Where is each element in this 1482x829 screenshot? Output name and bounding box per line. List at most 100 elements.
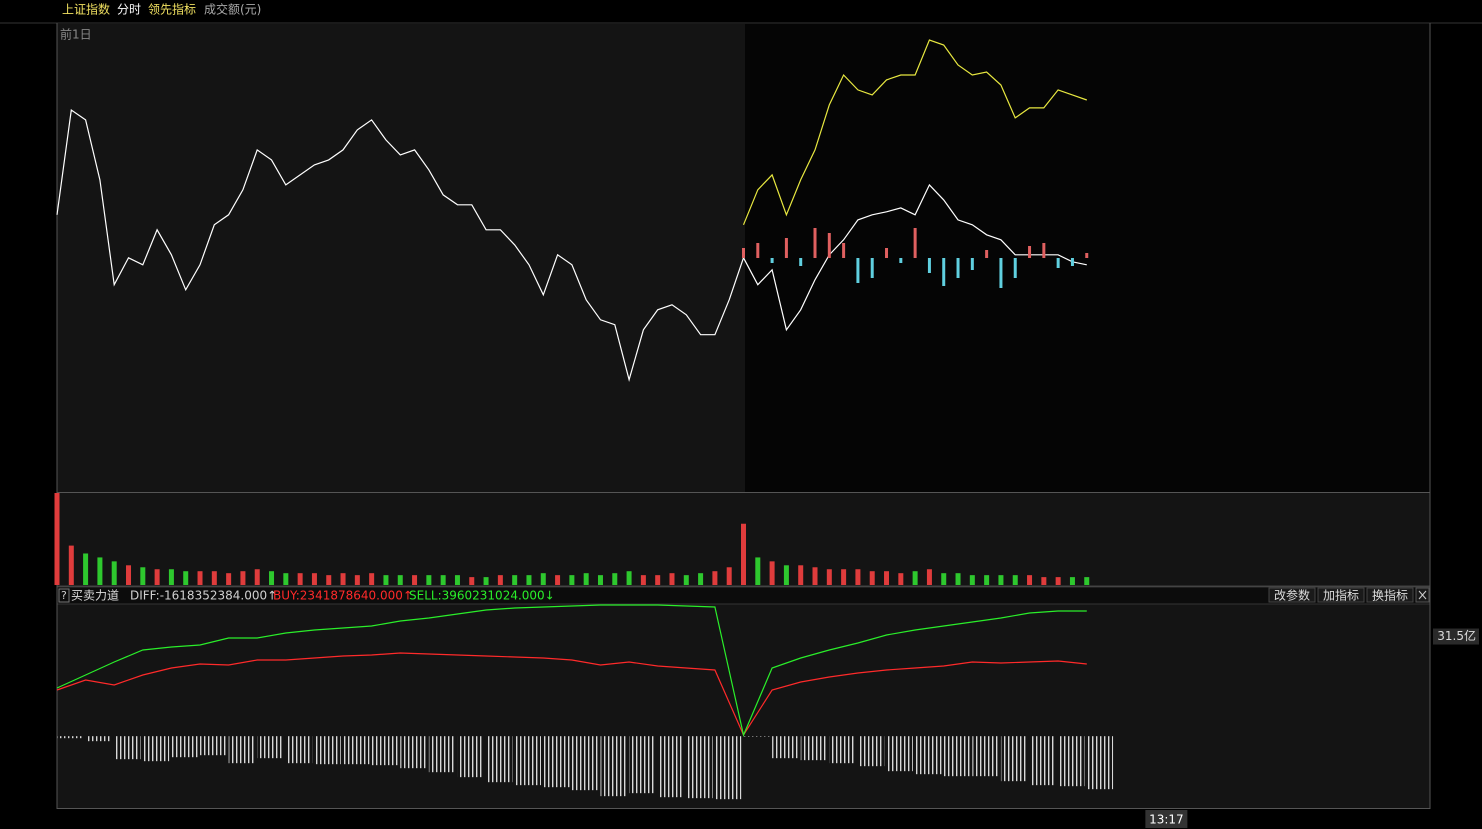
button[interactable]: 换指标 (1372, 588, 1408, 603)
bar (798, 565, 804, 585)
bar (842, 243, 846, 258)
bar (540, 573, 546, 585)
bar (311, 573, 317, 585)
line (56, 652, 1087, 737)
bar (683, 575, 689, 585)
bar (870, 258, 874, 278)
bar (200, 736, 227, 756)
bar (1027, 575, 1033, 585)
bar (942, 258, 946, 286)
bar (369, 573, 375, 585)
bar (999, 258, 1003, 288)
bar (97, 557, 103, 585)
bar (254, 569, 260, 585)
bar (154, 569, 160, 585)
bar (629, 736, 656, 794)
bar (841, 569, 847, 585)
bar (412, 575, 418, 585)
bar (1028, 246, 1032, 258)
legend-entry: 上证指数 (62, 2, 110, 17)
bar (943, 736, 971, 777)
bar (326, 575, 332, 585)
unit-label: 成交额(元) (204, 2, 261, 17)
bar (140, 567, 146, 585)
line (56, 604, 1087, 737)
bar (970, 258, 974, 270)
bar (486, 736, 513, 783)
bar (826, 569, 832, 585)
bar (428, 736, 456, 773)
bar (912, 571, 918, 585)
bar (543, 736, 570, 788)
bar (228, 736, 255, 764)
bar (512, 575, 518, 585)
bar (126, 565, 132, 585)
button-box[interactable] (1317, 587, 1365, 603)
button[interactable]: 改参数 (1274, 588, 1310, 603)
bar (956, 258, 960, 278)
cursor-value-box (1433, 628, 1479, 645)
bar (898, 573, 904, 585)
bar (985, 250, 989, 258)
bar (899, 258, 903, 263)
bar (756, 243, 760, 258)
bar (640, 575, 646, 585)
bar (913, 228, 917, 258)
line (56, 108, 1087, 382)
bar (1069, 577, 1075, 585)
bar (597, 575, 603, 585)
bar (240, 571, 246, 585)
help-icon[interactable] (58, 588, 70, 603)
bar (969, 575, 975, 585)
bar (783, 565, 789, 585)
button-box[interactable] (1366, 587, 1414, 603)
indicator-area (57, 604, 1430, 808)
close-button[interactable] (1415, 587, 1430, 603)
bar (85, 736, 112, 742)
indicator-title: 买卖力道 (71, 589, 119, 603)
bar (829, 736, 856, 764)
bar (626, 571, 632, 585)
bar (1056, 258, 1060, 268)
bar (269, 571, 275, 585)
bar (657, 736, 685, 798)
bar (142, 736, 170, 762)
bar (285, 736, 313, 764)
button-box[interactable] (1268, 587, 1316, 603)
bar (571, 736, 599, 791)
bar (856, 258, 860, 283)
cursor-time-label: 13:17 (1149, 813, 1184, 827)
bar (400, 736, 427, 769)
bar (483, 577, 489, 585)
legend-entry: BUY:2341878640.000↑ (273, 589, 413, 603)
bar (827, 233, 831, 258)
bar (984, 575, 990, 585)
bar (813, 228, 817, 258)
bar (457, 736, 484, 778)
bar (741, 523, 746, 585)
bar (686, 736, 713, 799)
bar (83, 553, 89, 585)
bar (972, 736, 999, 777)
bar (1085, 253, 1089, 258)
bar (884, 571, 890, 585)
button[interactable]: 加指标 (1323, 588, 1359, 603)
bar (297, 573, 303, 585)
bar (1012, 575, 1018, 585)
bar (784, 238, 788, 258)
bar (211, 571, 217, 585)
legend-entry: DIFF:-1618352384.000↑ (130, 589, 277, 603)
close-cross[interactable] (1418, 590, 1427, 600)
bar (799, 258, 803, 266)
bar (712, 571, 718, 585)
bar (857, 736, 885, 767)
bar (1000, 736, 1028, 782)
bar (111, 561, 117, 585)
bar (54, 493, 60, 585)
bar (283, 573, 289, 585)
bar (426, 575, 432, 585)
bar (915, 736, 942, 775)
help-mark[interactable]: ? (61, 589, 67, 602)
bar (226, 573, 232, 585)
